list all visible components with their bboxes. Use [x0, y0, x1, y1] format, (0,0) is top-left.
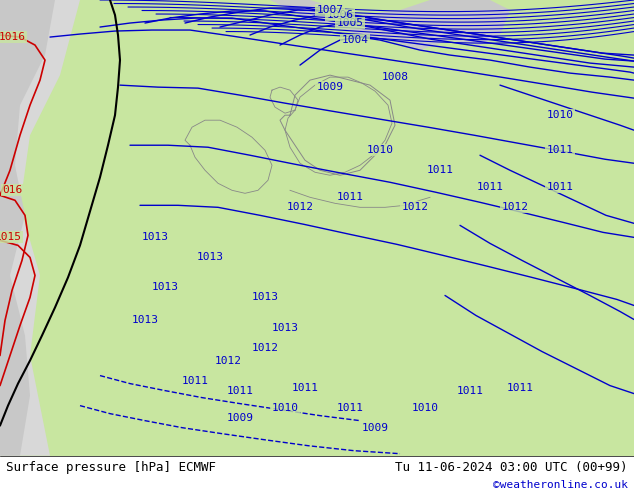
- Text: 1015: 1015: [0, 232, 22, 243]
- Text: 1012: 1012: [501, 202, 529, 212]
- Text: 1008: 1008: [382, 72, 408, 82]
- Text: 1012: 1012: [214, 356, 242, 366]
- Text: ©weatheronline.co.uk: ©weatheronline.co.uk: [493, 480, 628, 490]
- Text: 1010: 1010: [547, 110, 574, 120]
- Text: 1011: 1011: [477, 182, 503, 192]
- Polygon shape: [0, 0, 80, 456]
- Text: 1011: 1011: [181, 375, 209, 386]
- Text: 1011: 1011: [337, 403, 363, 413]
- Text: 1010: 1010: [366, 145, 394, 155]
- Text: 1011: 1011: [547, 182, 574, 192]
- Polygon shape: [0, 0, 634, 456]
- Text: Surface pressure [hPa] ECMWF: Surface pressure [hPa] ECMWF: [6, 461, 216, 474]
- Text: 1012: 1012: [287, 202, 313, 212]
- Text: 1012: 1012: [401, 202, 429, 212]
- Polygon shape: [0, 0, 55, 456]
- Text: 1006: 1006: [327, 10, 354, 20]
- Text: 1004: 1004: [342, 35, 368, 45]
- Text: Tu 11-06-2024 03:00 UTC (00+99): Tu 11-06-2024 03:00 UTC (00+99): [395, 461, 628, 474]
- Text: 1010: 1010: [271, 403, 299, 413]
- Text: 1013: 1013: [252, 293, 278, 302]
- Polygon shape: [270, 0, 510, 50]
- Text: 1011: 1011: [427, 165, 453, 175]
- Text: 016: 016: [2, 185, 22, 196]
- Text: 1013: 1013: [141, 232, 169, 243]
- Text: 1013: 1013: [152, 282, 179, 293]
- Text: 1011: 1011: [292, 383, 318, 392]
- Text: 1011: 1011: [226, 386, 254, 395]
- Text: 1013: 1013: [131, 316, 158, 325]
- Text: 1007: 1007: [316, 5, 344, 15]
- Text: 1012: 1012: [252, 343, 278, 352]
- Text: 1013: 1013: [271, 322, 299, 333]
- Text: 1009: 1009: [361, 423, 389, 433]
- Text: 1009: 1009: [226, 413, 254, 423]
- Text: 1005: 1005: [337, 18, 363, 28]
- Text: 1011: 1011: [507, 383, 533, 392]
- Text: 1009: 1009: [316, 82, 344, 92]
- Text: 1011: 1011: [456, 386, 484, 395]
- Text: 1011: 1011: [337, 192, 363, 202]
- Text: 1010: 1010: [411, 403, 439, 413]
- Text: 1013: 1013: [197, 252, 224, 263]
- Text: 1016: 1016: [0, 32, 25, 42]
- Text: 1011: 1011: [547, 145, 574, 155]
